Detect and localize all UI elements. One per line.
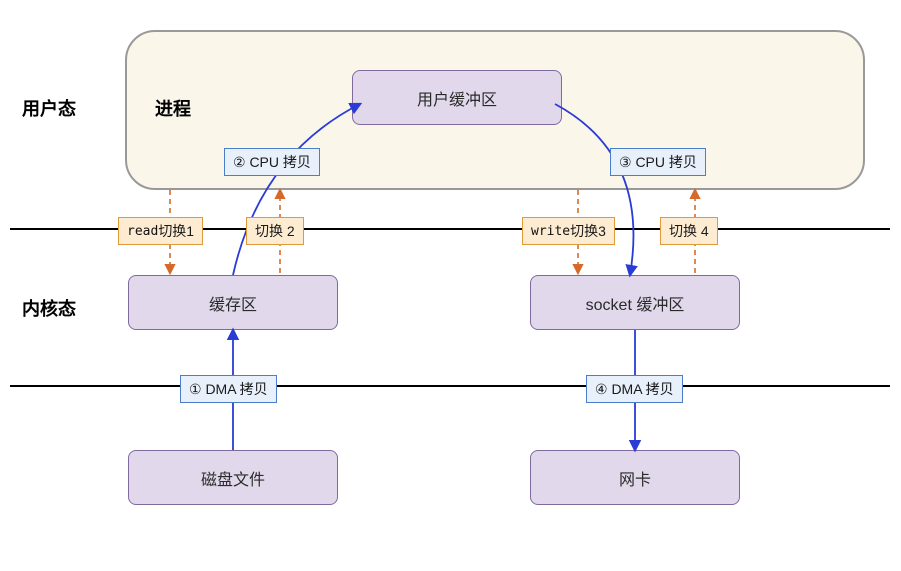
box-user-buffer: 用户缓冲区 <box>352 70 562 125</box>
process-label: 进程 <box>155 95 191 121</box>
box-nic: 网卡 <box>530 450 740 505</box>
box-kernel-buffer: 缓存区 <box>128 275 338 330</box>
box-disk-file: 磁盘文件 <box>128 450 338 505</box>
badge-switch-2: 切换 2 <box>246 217 304 245</box>
badge-read-switch-1: read 切换1 <box>118 217 203 245</box>
badge-write-switch-3: write 切换3 <box>522 217 615 245</box>
badge-dma-copy-4: ④ DMA 拷贝 <box>586 375 683 403</box>
badge-cpu-copy-3: ③ CPU 拷贝 <box>610 148 706 176</box>
badge-switch-4: 切换 4 <box>660 217 718 245</box>
badge-write-text: 切换3 <box>570 221 606 241</box>
badge-dma-copy-1: ① DMA 拷贝 <box>180 375 277 403</box>
label-kernel-mode: 内核态 <box>22 295 76 321</box>
box-socket-buffer: socket 缓冲区 <box>530 275 740 330</box>
badge-cpu-copy-2: ② CPU 拷贝 <box>224 148 320 176</box>
divider-kernel-hw <box>10 385 890 387</box>
badge-read-text: 切换1 <box>158 221 194 241</box>
badge-write-mono: write <box>531 224 570 239</box>
badge-read-mono: read <box>127 224 158 239</box>
label-user-mode: 用户态 <box>22 95 76 121</box>
